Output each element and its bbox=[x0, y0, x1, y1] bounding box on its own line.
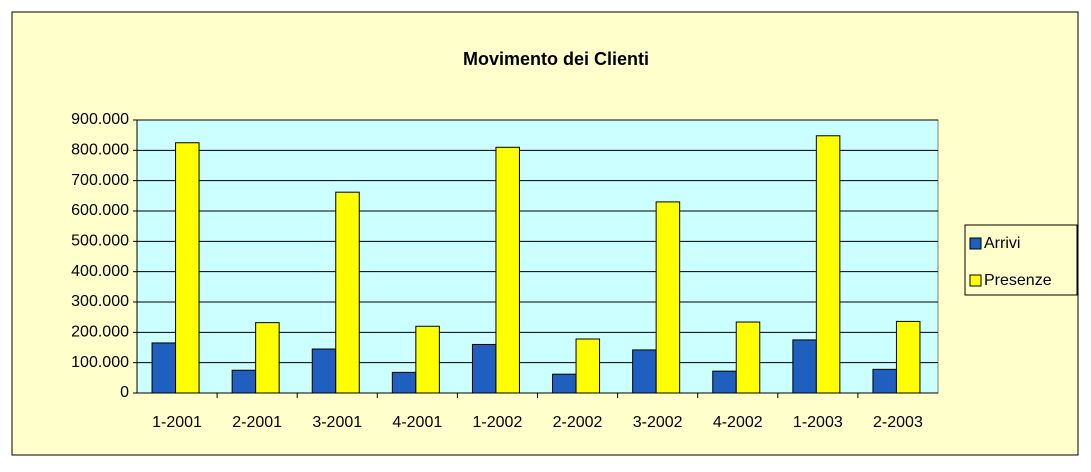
bar bbox=[175, 142, 200, 394]
x-tick-label: 1-2001 bbox=[152, 414, 202, 431]
bar bbox=[895, 320, 921, 394]
x-tick-label: 2-2003 bbox=[873, 414, 923, 431]
bar bbox=[255, 322, 280, 394]
y-tick-label: 100.000 bbox=[71, 354, 129, 371]
y-tick-label: 400.000 bbox=[71, 263, 129, 280]
y-tick-label: 700.000 bbox=[71, 172, 129, 189]
y-tick-label: 0 bbox=[120, 384, 129, 401]
bar bbox=[655, 201, 681, 394]
x-tick-label: 2-2001 bbox=[232, 414, 282, 431]
y-tick-label: 500.000 bbox=[71, 233, 129, 250]
bar bbox=[311, 348, 337, 394]
legend-label: Arrivi bbox=[984, 235, 1020, 252]
x-tick-label: 2-2002 bbox=[553, 414, 603, 431]
y-tick-label: 600.000 bbox=[71, 202, 129, 219]
bar bbox=[575, 338, 601, 394]
bar bbox=[872, 368, 897, 394]
bar bbox=[471, 343, 497, 394]
legend bbox=[964, 224, 1078, 296]
bar bbox=[712, 370, 737, 394]
x-tick-label: 4-2001 bbox=[392, 414, 442, 431]
bar bbox=[552, 373, 577, 394]
bar bbox=[815, 135, 841, 394]
chart-title: Movimento dei Clienti bbox=[463, 49, 649, 69]
bar bbox=[335, 191, 360, 394]
bar bbox=[231, 369, 257, 394]
legend-swatch bbox=[969, 274, 982, 287]
x-tick-label: 1-2003 bbox=[793, 414, 843, 431]
y-tick-label: 900.000 bbox=[71, 111, 129, 128]
legend-swatch bbox=[969, 237, 982, 250]
x-tick-label: 4-2002 bbox=[713, 414, 763, 431]
bar bbox=[391, 371, 417, 394]
x-tick-label: 1-2002 bbox=[473, 414, 523, 431]
bar bbox=[792, 339, 817, 394]
y-tick-label: 800.000 bbox=[71, 142, 129, 159]
y-tick-label: 200.000 bbox=[71, 324, 129, 341]
legend-label: Presenze bbox=[984, 272, 1052, 289]
bar bbox=[632, 349, 657, 394]
x-tick-label: 3-2002 bbox=[633, 414, 683, 431]
bar bbox=[495, 146, 520, 394]
bar bbox=[151, 342, 177, 394]
bar bbox=[415, 325, 440, 394]
y-tick-label: 300.000 bbox=[71, 293, 129, 310]
x-tick-label: 3-2001 bbox=[312, 414, 362, 431]
bar bbox=[735, 321, 761, 394]
